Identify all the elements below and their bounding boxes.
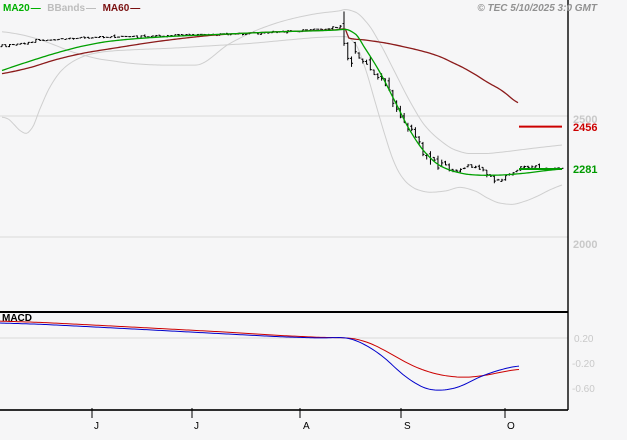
svg-text:J: J (194, 421, 199, 432)
svg-text:O: O (507, 421, 515, 432)
svg-text:2281: 2281 (573, 164, 597, 176)
svg-text:S: S (404, 421, 411, 432)
svg-text:-0.20: -0.20 (572, 359, 595, 370)
svg-text:2000: 2000 (573, 239, 597, 251)
svg-text:0.20: 0.20 (574, 334, 594, 345)
svg-text:2456: 2456 (573, 122, 597, 134)
svg-text:-0.60: -0.60 (572, 384, 595, 395)
svg-text:A: A (303, 421, 310, 432)
svg-text:J: J (94, 421, 99, 432)
